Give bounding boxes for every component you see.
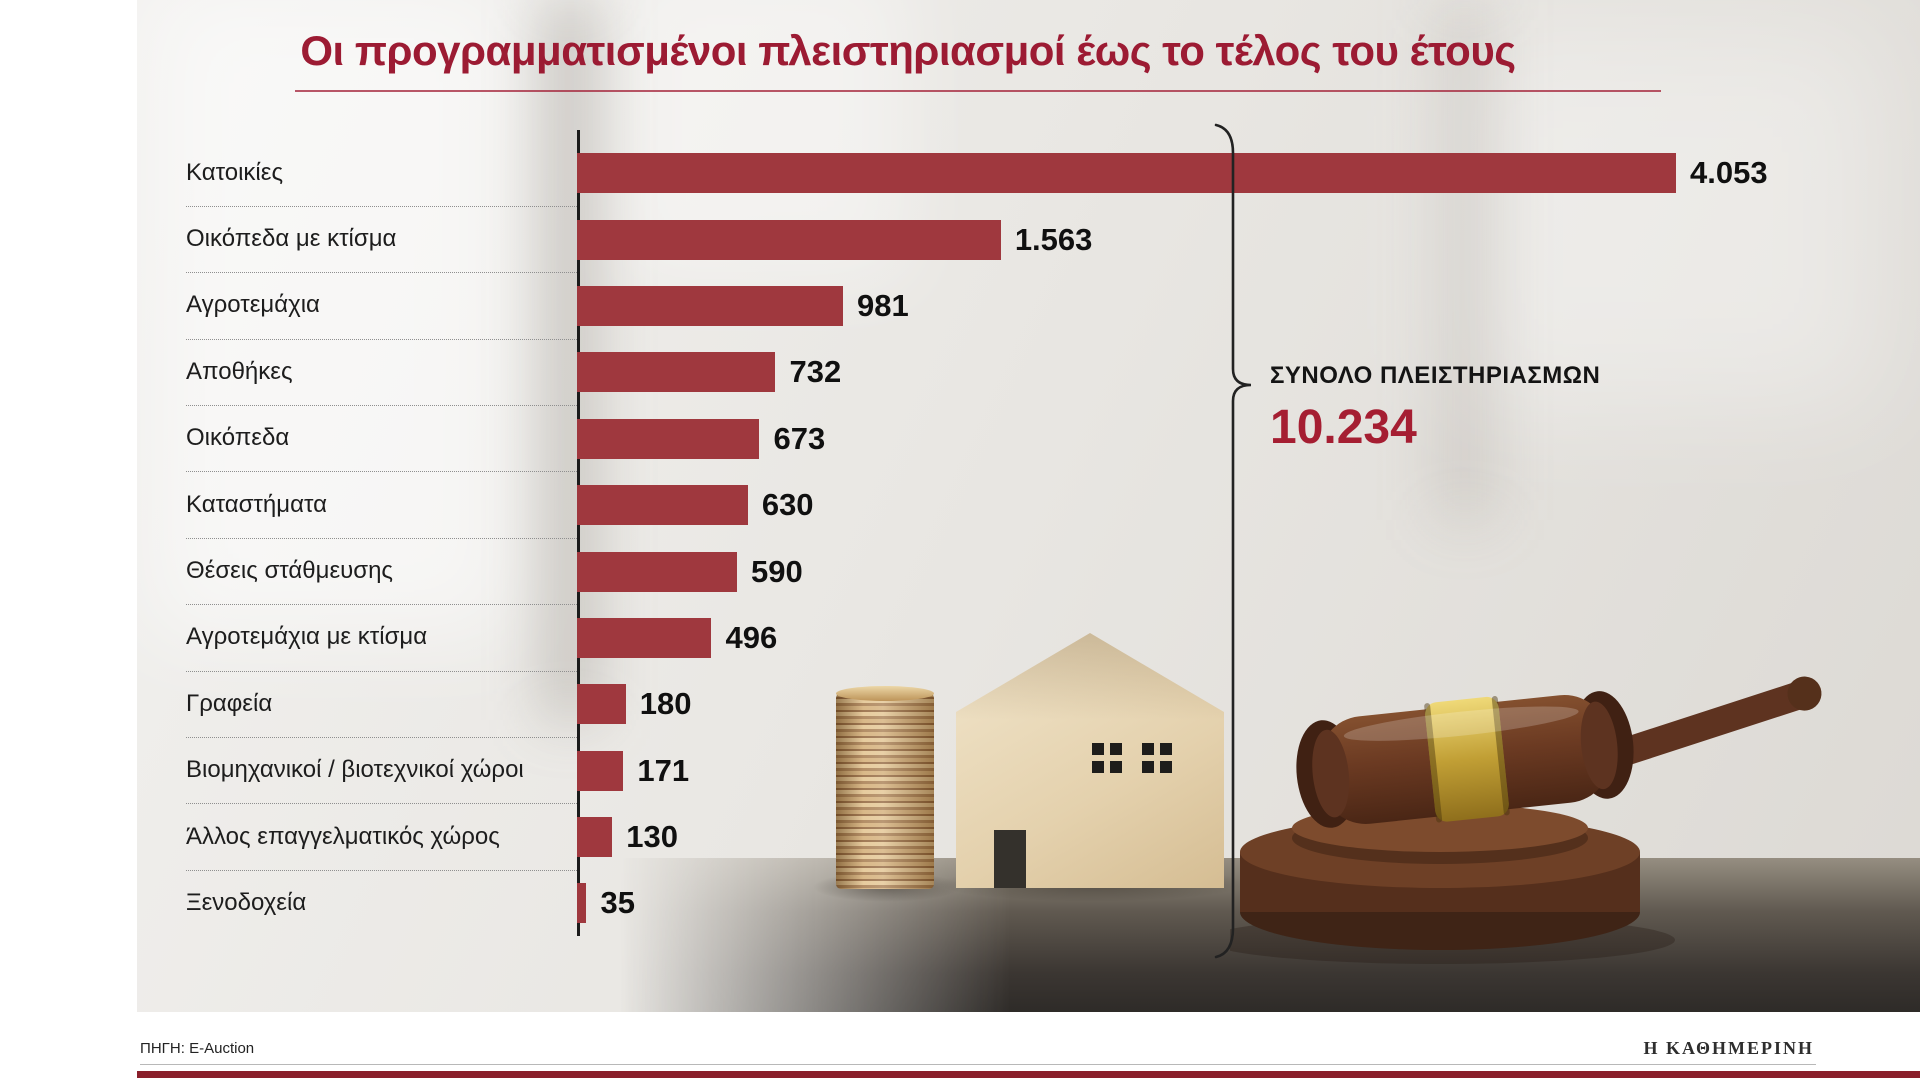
background-blur (147, 0, 517, 640)
bar (577, 418, 760, 459)
bar-area: 590 (577, 538, 803, 604)
bar (577, 817, 613, 858)
category-label: Κατοικίες (186, 140, 577, 207)
value-label: 180 (639, 686, 692, 722)
footer-divider (140, 1064, 1816, 1065)
bar (577, 684, 626, 725)
background-blur (1440, 0, 1490, 520)
bar (577, 352, 776, 393)
axis-line (577, 130, 580, 936)
value-label: 171 (637, 752, 690, 788)
chart-row: Οικόπεδα 673 (186, 405, 1768, 473)
chart-row: Ξενοδοχεία 35 (186, 870, 1768, 936)
bar (577, 153, 1676, 194)
total-value: 10.234 (1270, 401, 1417, 454)
chart-row: Αγροτεμάχια 981 (186, 272, 1768, 340)
chart-row: Καταστήματα 630 (186, 471, 1768, 539)
chart-row: Άλλος επαγγελματικός χώρος 130 (186, 803, 1768, 871)
category-label: Οικόπεδα (186, 405, 577, 473)
house-door (994, 830, 1026, 888)
category-label: Αγροτεμάχια (186, 272, 577, 340)
bar (577, 219, 1001, 260)
total-label: ΣΥΝΟΛΟ ΠΛΕΙΣΤΗΡΙΑΣΜΩΝ (1270, 362, 1601, 389)
background-blur (1440, 30, 1880, 410)
chart-row: Γραφεία 180 (186, 671, 1768, 739)
value-label: 732 (789, 354, 842, 390)
value-label: 1.563 (1014, 221, 1093, 257)
chart-row: Θέσεις στάθμευσης 590 (186, 538, 1768, 606)
chart-row: Κατοικίες 4.053 (186, 140, 1768, 207)
category-label: Αποθήκες (186, 339, 577, 407)
category-label: Καταστήματα (186, 471, 577, 539)
bar-area: 130 (577, 804, 678, 870)
house-windows (1142, 743, 1172, 773)
category-label: Γραφεία (186, 671, 577, 739)
bar (577, 883, 587, 924)
chart-title: Οι προγραμματισμένοι πλειστηριασμοί έως … (300, 27, 1516, 74)
window-pane (1142, 743, 1154, 755)
bar-area: 180 (577, 671, 692, 737)
chart-row: Οικόπεδα με κτίσμα 1.563 (186, 206, 1768, 274)
gavel (1230, 676, 1822, 964)
category-label: Βιομηχανικοί / βιοτεχνικοί χώροι (186, 737, 577, 805)
bar (577, 750, 624, 791)
bar-area: 732 (577, 339, 841, 405)
bar (577, 551, 737, 592)
coin-stack (836, 686, 934, 889)
window-pane (1160, 761, 1172, 773)
total-block: ΣΥΝΟΛΟ ΠΛΕΙΣΤΗΡΙΑΣΜΩΝ 10.234 (1270, 362, 1600, 455)
bar-area: 4.053 (577, 140, 1768, 206)
category-label: Οικόπεδα με κτίσμα (186, 206, 577, 274)
category-label: Θέσεις στάθμευσης (186, 538, 577, 606)
bar-area: 496 (577, 605, 777, 671)
value-label: 590 (750, 553, 803, 589)
window-pane (1160, 743, 1172, 755)
bar-area: 35 (577, 870, 635, 936)
value-label: 35 (600, 885, 635, 921)
bottom-bar (137, 1071, 1920, 1078)
bar-area: 630 (577, 472, 814, 538)
source-note: ΠΗΓΗ: E-Auction (140, 1040, 255, 1057)
value-label: 496 (725, 619, 778, 655)
total-brace (1214, 123, 1252, 959)
house-windows (1092, 743, 1122, 773)
title-underline (295, 90, 1661, 92)
chart-row: Αγροτεμάχια με κτίσμα 496 (186, 604, 1768, 672)
bar-area: 1.563 (577, 206, 1092, 272)
value-label: 130 (626, 819, 678, 855)
category-label: Αγροτεμάχια με κτίσμα (186, 604, 577, 672)
window-pane (1092, 743, 1104, 755)
window-pane (1142, 761, 1154, 773)
bar-area: 673 (577, 406, 825, 472)
value-label: 630 (761, 487, 814, 523)
bar (577, 285, 843, 326)
bar-area: 171 (577, 738, 689, 804)
chart-rows: Κατοικίες 4.053 Οικόπεδα με κτίσμα 1.563 Αγρ… (186, 140, 1768, 937)
window-pane (1092, 761, 1104, 773)
bar-area: 981 (577, 273, 909, 339)
window-pane (1110, 761, 1122, 773)
chart-row: Αποθήκες 732 (186, 339, 1768, 407)
publisher-logo: Η ΚΑΘΗΜΕΡΙΝΗ (1643, 1038, 1814, 1058)
value-label: 673 (773, 420, 826, 456)
category-label: Ξενοδοχεία (186, 889, 307, 917)
value-label: 4.053 (1690, 155, 1768, 191)
category-label: Άλλος επαγγελματικός χώρος (186, 803, 577, 871)
chart-row: Βιομηχανικοί / βιοτεχνικοί χώροι 171 (186, 737, 1768, 805)
window-pane (1110, 743, 1122, 755)
bar (577, 617, 712, 658)
value-label: 981 (857, 287, 909, 323)
bar (577, 485, 748, 526)
